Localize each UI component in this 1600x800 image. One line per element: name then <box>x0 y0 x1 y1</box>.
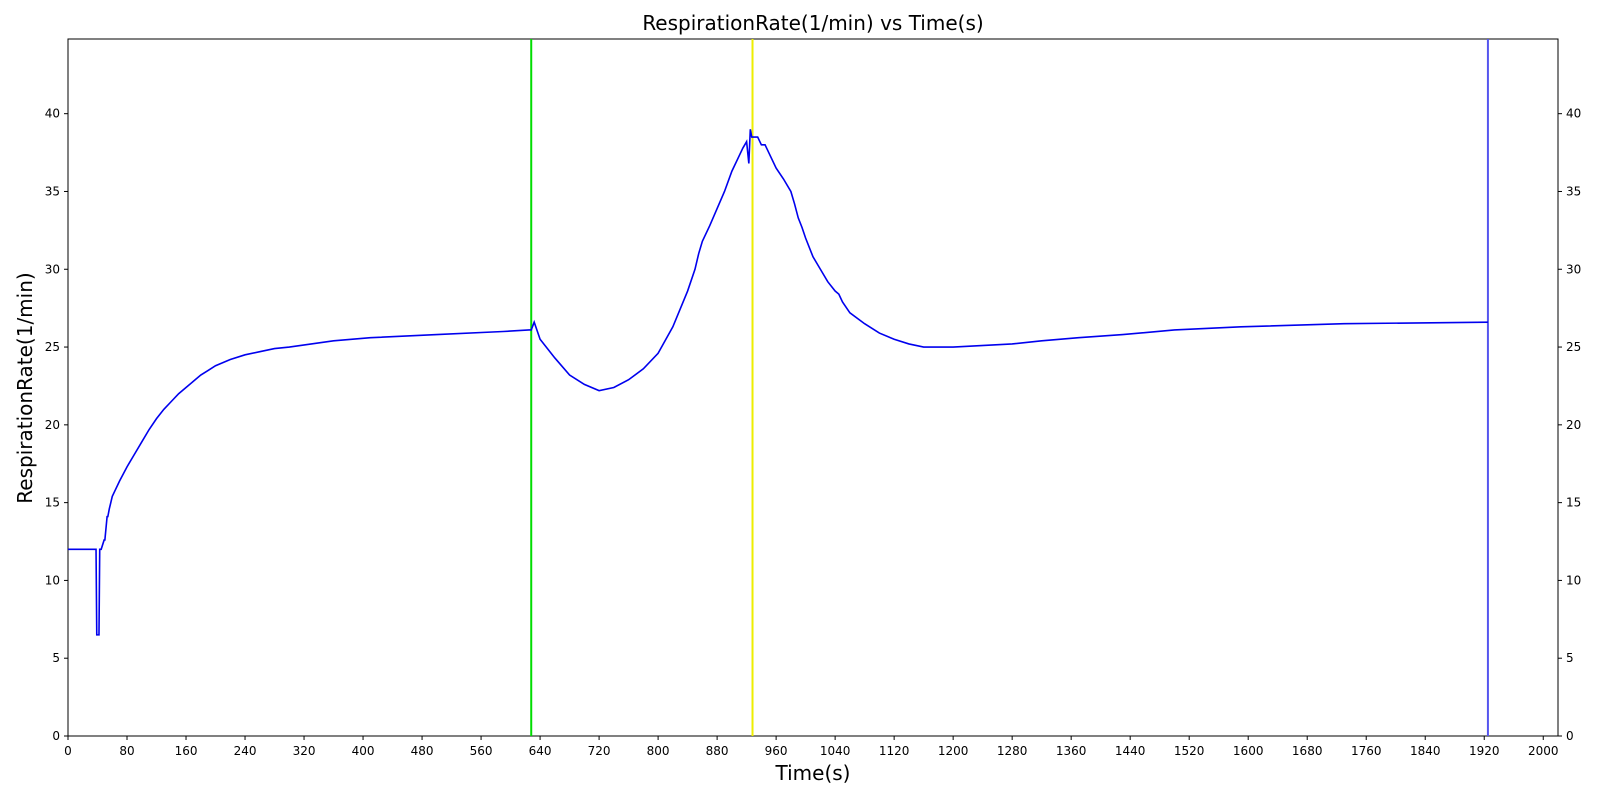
right-y-axis-ticks: 0 5 10 15 20 25 30 35 40 <box>1558 107 1581 743</box>
chart-title: RespirationRate(1/min) vs Time(s) <box>642 11 983 35</box>
x-tick-label: 800 <box>647 744 670 758</box>
x-tick-label: 0 <box>64 744 72 758</box>
right-y-tick-label: 10 <box>1566 573 1581 587</box>
x-tick-label: 80 <box>119 744 134 758</box>
y-tick-label: 10 <box>45 573 60 587</box>
right-y-tick-label: 5 <box>1566 651 1574 665</box>
plot-frame <box>67 38 1559 737</box>
y-tick-label: 5 <box>52 651 60 665</box>
x-tick-label: 1840 <box>1410 744 1441 758</box>
x-tick-label: 320 <box>293 744 316 758</box>
x-tick-label: 1680 <box>1292 744 1323 758</box>
x-tick-label: 640 <box>529 744 552 758</box>
x-axis-label: Time(s) <box>775 761 851 785</box>
y-axis-ticks: 0 5 10 15 20 25 30 35 40 <box>45 107 68 743</box>
y-tick-label: 20 <box>45 418 60 432</box>
x-tick-label: 1440 <box>1115 744 1146 758</box>
right-y-tick-label: 40 <box>1566 107 1581 121</box>
x-tick-label: 1600 <box>1233 744 1264 758</box>
x-tick-label: 1360 <box>1056 744 1087 758</box>
x-tick-label: 960 <box>765 744 788 758</box>
x-tick-label: 400 <box>352 744 375 758</box>
x-axis-ticks: 0 80 160 240 320 400 480 560 640 720 800 880 960 1040… <box>64 736 1559 758</box>
x-tick-label: 480 <box>411 744 434 758</box>
y-tick-label: 35 <box>45 184 60 198</box>
x-tick-label: 1280 <box>997 744 1028 758</box>
x-tick-label: 560 <box>470 744 493 758</box>
y-axis-label: RespirationRate(1/min) <box>13 272 37 503</box>
right-y-tick-label: 25 <box>1566 340 1581 354</box>
x-tick-label: 880 <box>706 744 729 758</box>
respiration-rate-line <box>68 129 1488 636</box>
y-tick-label: 40 <box>45 107 60 121</box>
y-tick-label: 25 <box>45 340 60 354</box>
y-tick-label: 30 <box>45 262 60 276</box>
right-y-tick-label: 30 <box>1566 262 1581 276</box>
x-tick-label: 1760 <box>1351 744 1382 758</box>
x-tick-label: 720 <box>588 744 611 758</box>
x-tick-label: 160 <box>175 744 198 758</box>
x-tick-label: 1040 <box>820 744 851 758</box>
x-tick-label: 1920 <box>1469 744 1500 758</box>
right-y-tick-label: 35 <box>1566 184 1581 198</box>
y-tick-label: 0 <box>52 729 60 743</box>
y-tick-label: 15 <box>45 496 60 510</box>
right-y-tick-label: 0 <box>1566 729 1574 743</box>
x-tick-label: 1520 <box>1174 744 1205 758</box>
right-y-tick-label: 15 <box>1566 496 1581 510</box>
x-tick-label: 2000 <box>1528 744 1559 758</box>
x-tick-label: 1120 <box>879 744 910 758</box>
right-y-tick-label: 20 <box>1566 418 1581 432</box>
x-tick-label: 240 <box>234 744 257 758</box>
event-markers <box>530 39 1489 736</box>
x-tick-label: 1200 <box>938 744 969 758</box>
